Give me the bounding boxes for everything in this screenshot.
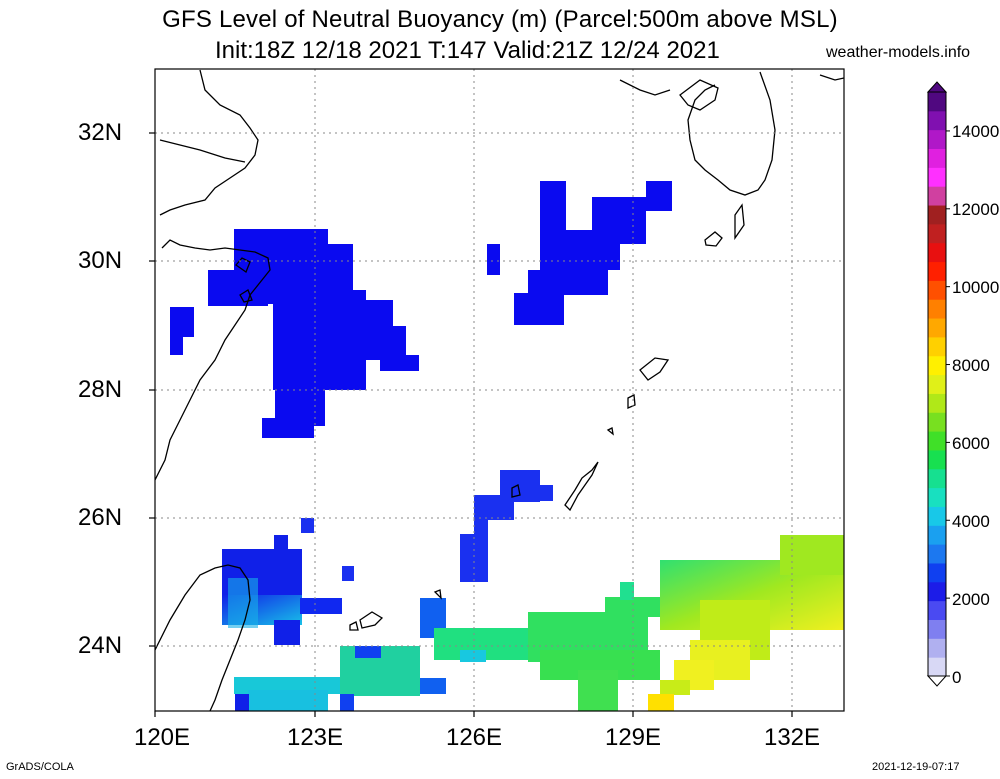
colorbar-swatch [928,261,946,281]
chart-title-line1: GFS Level of Neutral Buoyancy (m) (Parce… [162,6,838,33]
colorbar-swatch [928,148,946,168]
colorbar-swatch [928,468,946,489]
colorbar-label-14000: 14000 [952,122,1000,141]
colorbar-swatch [928,449,946,470]
lnb-field-blue-ne [487,181,672,325]
colorbar-swatch [928,242,946,263]
colorbar-swatch [928,374,946,394]
colorbar-swatch [928,110,946,131]
colorbar-swatch [928,600,946,620]
colorbar-swatch [928,431,946,451]
lnb-field-green-band [234,535,844,711]
colorbar-max-arrow [926,81,948,93]
colorbar-label-10000: 10000 [952,278,1000,297]
colorbar-swatch [928,299,946,319]
colorbar-swatch [928,205,946,225]
axis-ticks [149,132,793,717]
footer-credit: GrADS/COLA [6,761,74,773]
lat-label-30n: 30N [78,247,123,274]
plot-area [155,69,844,711]
site-label: weather-models.info [826,44,971,61]
colorbar-swatch [928,657,946,677]
lon-label-120e: 120E [133,724,191,751]
chart-title-line2: Init:18Z 12/18 2021 T:147 Valid:21Z 12/2… [215,37,720,64]
colorbar-swatch [928,638,946,658]
lat-label-26n: 26N [78,504,123,531]
colorbar-frame [927,91,947,677]
colorbar-swatch [928,129,946,150]
colorbar-swatch [928,525,946,545]
colorbar-label-12000: 12000 [952,200,1000,219]
lat-label-28n: 28N [78,376,123,403]
colorbar-label-6000: 6000 [952,434,990,453]
colorbar-swatch [928,544,946,564]
colorbar-swatch [928,393,946,413]
footer-timestamp: 2021-12-19-07:17 [872,761,960,773]
colorbar-swatch [928,562,946,583]
lon-label-129e: 129E [604,724,662,751]
colorbar-swatch [928,581,946,602]
colorbar-swatch [928,506,946,526]
colorbar-swatch [928,487,946,507]
lnb-field-blue-central [301,470,553,582]
colorbar-swatch [928,186,946,206]
lon-label-132e: 132E [763,724,821,751]
colorbar-swatch [928,619,946,639]
colorbar-swatch [928,318,946,338]
coastlines [155,69,844,711]
colorbar-label-0: 0 [952,668,962,687]
lon-label-126e: 126E [445,724,503,751]
colorbar-swatch [928,336,946,357]
colorbar-swatch [928,355,946,376]
gridlines [155,69,844,711]
colorbar-swatch [928,92,946,112]
colorbar-swatch [928,167,946,187]
colorbar-label-2000: 2000 [952,590,990,609]
colorbar-swatch [928,280,946,300]
colorbar-swatch [928,223,946,244]
lat-label-32n: 32N [78,119,123,146]
lnb-field-taiwan [222,535,342,645]
lnb-field-blue-nw [170,229,419,438]
lat-label-24n: 24N [78,632,123,659]
colorbar-min-arrow [926,675,948,687]
colorbar-label-4000: 4000 [952,512,990,531]
colorbar-label-8000: 8000 [952,356,990,375]
lon-label-123e: 123E [286,724,344,751]
colorbar-swatch [928,412,946,432]
colorbar [926,81,950,687]
